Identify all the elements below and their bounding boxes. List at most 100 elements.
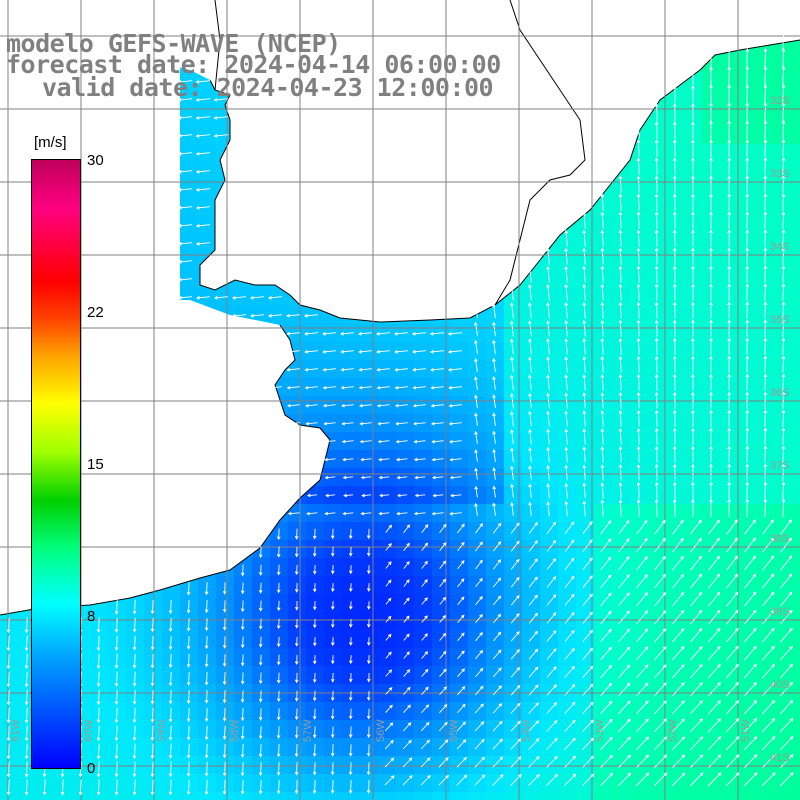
wind-arrow [177, 151, 193, 156]
wind-arrow [168, 689, 173, 705]
wind-arrow [528, 576, 538, 588]
wind-arrow [781, 283, 786, 301]
wind-arrow [745, 229, 750, 247]
wind-arrow [510, 738, 522, 750]
wind-arrow [636, 247, 641, 265]
wind-arrow [636, 592, 648, 607]
wind-arrow [582, 737, 595, 750]
wind-arrow [690, 609, 703, 625]
coastline [214, 0, 221, 91]
wind-arrow [240, 779, 245, 795]
wind-arrow [781, 29, 786, 50]
wind-arrow [195, 169, 211, 174]
wind-arrow [727, 47, 731, 68]
wind-arrow [330, 779, 335, 794]
wind-arrow [672, 427, 677, 445]
wind-arrow [691, 157, 695, 175]
wind-speed-cell [792, 270, 800, 288]
wind-arrow [222, 582, 227, 595]
wind-arrow [726, 573, 739, 589]
wind-arrow [294, 726, 299, 739]
wind-arrow [690, 591, 703, 607]
wind-arrow [779, 699, 794, 715]
wind-arrow [689, 718, 704, 733]
wind-arrow [727, 445, 731, 463]
wind-arrow [654, 427, 659, 445]
wind-arrow [411, 349, 427, 354]
wind-arrow [745, 283, 750, 301]
wind-arrow [781, 337, 786, 355]
coastline [494, 0, 586, 306]
wind-arrow [582, 446, 587, 463]
wind-arrow [761, 718, 776, 733]
wind-arrow [763, 65, 768, 86]
wind-arrow [672, 319, 677, 337]
wind-speed-cell [792, 756, 800, 774]
wind-arrow [240, 564, 245, 577]
wind-speed-cell [108, 792, 126, 800]
wind-arrow [402, 722, 412, 732]
wind-arrow [727, 139, 731, 157]
wind-arrow [600, 482, 605, 499]
wind-arrow [654, 139, 659, 157]
wind-arrow [745, 337, 750, 355]
wind-arrow [286, 331, 301, 336]
wind-arrow [258, 672, 263, 685]
wind-arrow [672, 247, 677, 265]
wind-arrow [564, 356, 568, 373]
wind-arrow [403, 669, 411, 677]
wind-arrow [546, 539, 557, 552]
wind-arrow [330, 708, 335, 720]
wind-arrow [600, 283, 605, 301]
wind-arrow [341, 421, 354, 426]
wind-speed-cell [270, 792, 288, 800]
wind-arrow [672, 355, 677, 373]
wind-speed-cell [396, 792, 414, 800]
wind-arrow [177, 205, 193, 210]
wind-arrow [672, 139, 677, 157]
wind-arrow [510, 756, 522, 768]
wind-arrow [510, 465, 514, 481]
lat-label: 38S [770, 533, 790, 545]
wind-arrow [348, 565, 353, 575]
wind-arrow [420, 775, 431, 786]
wind-arrow [222, 743, 227, 759]
wind-arrow [510, 428, 514, 445]
wind-arrow [743, 627, 757, 643]
wind-arrow [510, 374, 514, 391]
wind-arrow [761, 754, 776, 769]
wind-arrow [96, 635, 101, 652]
wind-arrow [745, 102, 750, 122]
wind-arrow [745, 47, 750, 68]
wind-arrow [168, 761, 173, 778]
colorbar-tick-22: 22 [87, 304, 104, 321]
wind-arrow [727, 373, 731, 391]
wind-arrow [672, 537, 684, 553]
wind-arrow [727, 481, 731, 499]
wind-arrow [132, 671, 137, 687]
wind-arrow [385, 651, 392, 659]
wind-arrow [510, 720, 521, 732]
wind-arrow [582, 392, 587, 409]
wind-arrow [528, 756, 540, 768]
wind-arrow [564, 575, 575, 588]
wind-arrow [384, 757, 395, 768]
lon-label: 57W [302, 719, 314, 742]
wind-arrow [618, 319, 623, 337]
wind-arrow [359, 439, 372, 444]
wind-arrow [672, 555, 684, 571]
wind-speed-cell [792, 738, 800, 756]
wind-arrow [429, 331, 445, 336]
wind-speed-cell [558, 792, 576, 800]
wind-arrow [636, 498, 641, 517]
wind-speed-cell [792, 72, 800, 90]
wind-arrow [168, 707, 173, 723]
wind-arrow [96, 689, 101, 706]
wind-arrow [304, 403, 318, 408]
wind-speed-cell [162, 792, 180, 800]
wind-arrow [421, 633, 428, 641]
wind-arrow [421, 560, 428, 569]
wind-arrow [599, 772, 614, 787]
wind-arrow [276, 708, 281, 721]
wind-speed-cell [792, 648, 800, 666]
